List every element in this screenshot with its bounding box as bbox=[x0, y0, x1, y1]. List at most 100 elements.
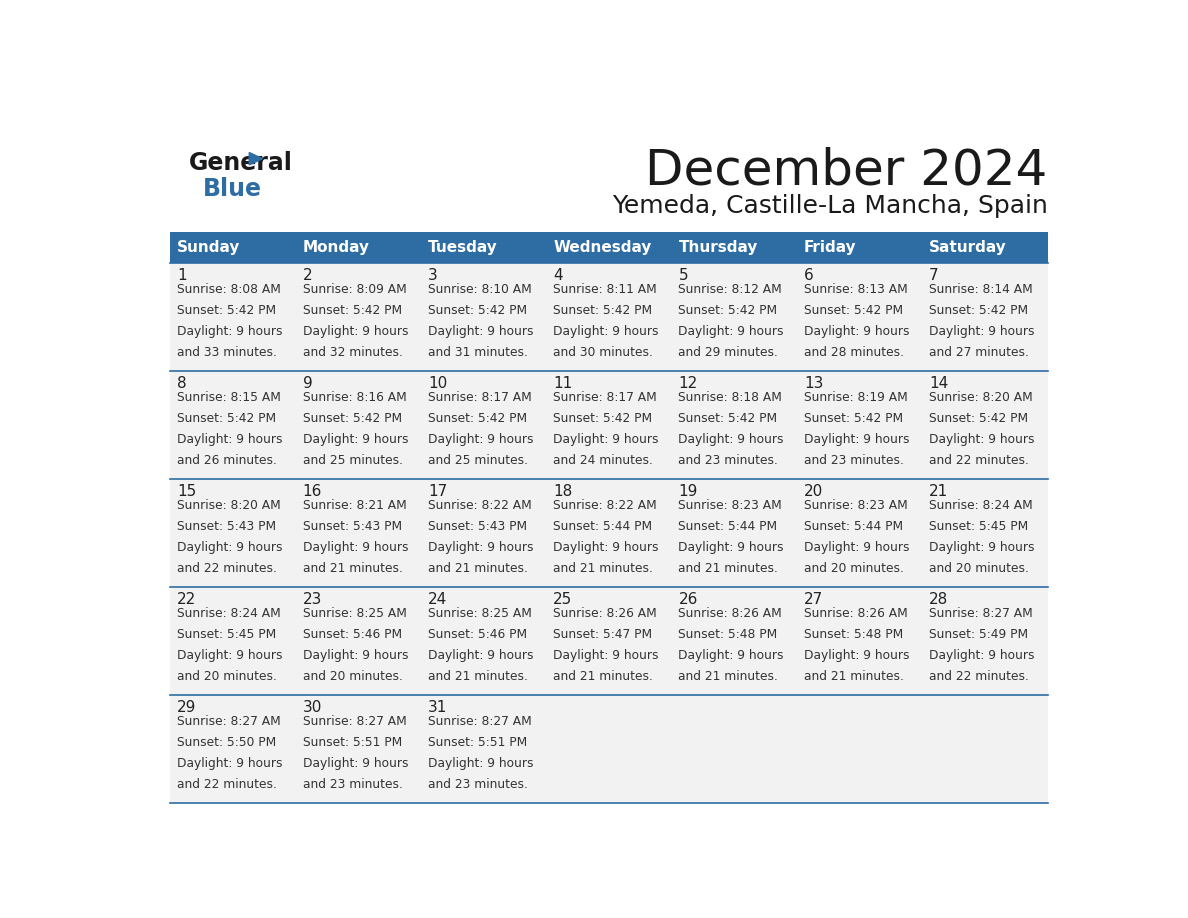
Text: 4: 4 bbox=[554, 268, 563, 283]
Bar bbox=[421, 695, 546, 803]
Text: and 27 minutes.: and 27 minutes. bbox=[929, 345, 1029, 359]
Text: Sunset: 5:48 PM: Sunset: 5:48 PM bbox=[804, 628, 903, 641]
Text: Sunrise: 8:10 AM: Sunrise: 8:10 AM bbox=[428, 283, 531, 296]
Text: Sunset: 5:42 PM: Sunset: 5:42 PM bbox=[303, 411, 402, 425]
Bar bbox=[922, 232, 1048, 263]
Text: Sunset: 5:42 PM: Sunset: 5:42 PM bbox=[554, 304, 652, 317]
Text: Daylight: 9 hours: Daylight: 9 hours bbox=[804, 541, 909, 554]
Text: and 22 minutes.: and 22 minutes. bbox=[929, 453, 1029, 466]
Text: 6: 6 bbox=[804, 268, 814, 283]
Text: and 21 minutes.: and 21 minutes. bbox=[428, 562, 527, 575]
Text: 1: 1 bbox=[177, 268, 187, 283]
Text: Daylight: 9 hours: Daylight: 9 hours bbox=[177, 325, 283, 338]
Text: Monday: Monday bbox=[303, 240, 369, 254]
Text: Sunrise: 8:17 AM: Sunrise: 8:17 AM bbox=[428, 391, 531, 404]
Text: Sunrise: 8:11 AM: Sunrise: 8:11 AM bbox=[554, 283, 657, 296]
Text: and 25 minutes.: and 25 minutes. bbox=[303, 453, 403, 466]
Text: December 2024: December 2024 bbox=[645, 146, 1048, 195]
Bar bbox=[296, 263, 421, 371]
Text: Daylight: 9 hours: Daylight: 9 hours bbox=[804, 432, 909, 446]
Text: Daylight: 9 hours: Daylight: 9 hours bbox=[678, 649, 784, 662]
Text: Sunrise: 8:13 AM: Sunrise: 8:13 AM bbox=[804, 283, 908, 296]
Text: 3: 3 bbox=[428, 268, 437, 283]
Text: and 20 minutes.: and 20 minutes. bbox=[303, 670, 403, 683]
Text: and 22 minutes.: and 22 minutes. bbox=[177, 778, 277, 791]
Text: Sunday: Sunday bbox=[177, 240, 240, 254]
Text: Sunset: 5:42 PM: Sunset: 5:42 PM bbox=[428, 411, 527, 425]
Bar bbox=[671, 695, 797, 803]
Text: Daylight: 9 hours: Daylight: 9 hours bbox=[678, 325, 784, 338]
Text: and 23 minutes.: and 23 minutes. bbox=[303, 778, 403, 791]
Text: Sunset: 5:43 PM: Sunset: 5:43 PM bbox=[428, 520, 527, 532]
Text: Wednesday: Wednesday bbox=[554, 240, 651, 254]
Text: Daylight: 9 hours: Daylight: 9 hours bbox=[303, 432, 407, 446]
Text: 26: 26 bbox=[678, 592, 697, 608]
Text: and 21 minutes.: and 21 minutes. bbox=[804, 670, 904, 683]
Text: Sunrise: 8:24 AM: Sunrise: 8:24 AM bbox=[929, 498, 1032, 512]
Text: Sunrise: 8:25 AM: Sunrise: 8:25 AM bbox=[428, 607, 532, 620]
Text: Daylight: 9 hours: Daylight: 9 hours bbox=[929, 325, 1035, 338]
Bar bbox=[296, 232, 421, 263]
Bar bbox=[922, 695, 1048, 803]
Text: Sunset: 5:45 PM: Sunset: 5:45 PM bbox=[177, 628, 277, 641]
Text: Sunset: 5:50 PM: Sunset: 5:50 PM bbox=[177, 736, 277, 749]
Text: Sunrise: 8:16 AM: Sunrise: 8:16 AM bbox=[303, 391, 406, 404]
Text: Sunset: 5:44 PM: Sunset: 5:44 PM bbox=[554, 520, 652, 532]
Text: 22: 22 bbox=[177, 592, 196, 608]
Bar bbox=[797, 371, 922, 479]
Text: and 26 minutes.: and 26 minutes. bbox=[177, 453, 277, 466]
Text: Sunrise: 8:27 AM: Sunrise: 8:27 AM bbox=[177, 715, 280, 728]
Text: Daylight: 9 hours: Daylight: 9 hours bbox=[177, 432, 283, 446]
Text: Sunset: 5:42 PM: Sunset: 5:42 PM bbox=[554, 411, 652, 425]
Text: 16: 16 bbox=[303, 484, 322, 499]
Text: and 22 minutes.: and 22 minutes. bbox=[929, 670, 1029, 683]
Bar bbox=[546, 263, 671, 371]
Text: Daylight: 9 hours: Daylight: 9 hours bbox=[177, 541, 283, 554]
Text: 7: 7 bbox=[929, 268, 939, 283]
Text: 12: 12 bbox=[678, 376, 697, 391]
Text: Daylight: 9 hours: Daylight: 9 hours bbox=[303, 325, 407, 338]
Text: Daylight: 9 hours: Daylight: 9 hours bbox=[678, 432, 784, 446]
Text: Sunrise: 8:24 AM: Sunrise: 8:24 AM bbox=[177, 607, 280, 620]
Polygon shape bbox=[249, 152, 263, 165]
Text: Sunset: 5:42 PM: Sunset: 5:42 PM bbox=[929, 304, 1029, 317]
Bar bbox=[546, 587, 671, 695]
Text: Daylight: 9 hours: Daylight: 9 hours bbox=[554, 325, 658, 338]
Bar bbox=[170, 479, 296, 587]
Bar bbox=[546, 232, 671, 263]
Text: 5: 5 bbox=[678, 268, 688, 283]
Text: and 32 minutes.: and 32 minutes. bbox=[303, 345, 403, 359]
Text: 15: 15 bbox=[177, 484, 196, 499]
Bar bbox=[922, 479, 1048, 587]
Text: Sunset: 5:42 PM: Sunset: 5:42 PM bbox=[929, 411, 1029, 425]
Text: Yemeda, Castille-La Mancha, Spain: Yemeda, Castille-La Mancha, Spain bbox=[612, 195, 1048, 218]
Text: Daylight: 9 hours: Daylight: 9 hours bbox=[929, 432, 1035, 446]
Text: Daylight: 9 hours: Daylight: 9 hours bbox=[177, 757, 283, 770]
Text: Sunrise: 8:22 AM: Sunrise: 8:22 AM bbox=[428, 498, 531, 512]
Bar bbox=[296, 695, 421, 803]
Bar bbox=[546, 479, 671, 587]
Bar bbox=[797, 695, 922, 803]
Text: Sunrise: 8:12 AM: Sunrise: 8:12 AM bbox=[678, 283, 782, 296]
Text: Daylight: 9 hours: Daylight: 9 hours bbox=[303, 541, 407, 554]
Text: 27: 27 bbox=[804, 592, 823, 608]
Text: and 20 minutes.: and 20 minutes. bbox=[804, 562, 904, 575]
Text: 9: 9 bbox=[303, 376, 312, 391]
Text: 29: 29 bbox=[177, 700, 196, 715]
Text: Thursday: Thursday bbox=[678, 240, 758, 254]
Bar bbox=[797, 587, 922, 695]
Text: Sunset: 5:42 PM: Sunset: 5:42 PM bbox=[177, 304, 277, 317]
Bar bbox=[170, 371, 296, 479]
Text: 28: 28 bbox=[929, 592, 948, 608]
Text: Sunset: 5:42 PM: Sunset: 5:42 PM bbox=[678, 304, 778, 317]
Text: 23: 23 bbox=[303, 592, 322, 608]
Text: Daylight: 9 hours: Daylight: 9 hours bbox=[678, 541, 784, 554]
Text: Sunrise: 8:26 AM: Sunrise: 8:26 AM bbox=[678, 607, 782, 620]
Text: Sunset: 5:42 PM: Sunset: 5:42 PM bbox=[428, 304, 527, 317]
Text: Sunrise: 8:27 AM: Sunrise: 8:27 AM bbox=[929, 607, 1032, 620]
Text: Daylight: 9 hours: Daylight: 9 hours bbox=[804, 325, 909, 338]
Text: Sunrise: 8:15 AM: Sunrise: 8:15 AM bbox=[177, 391, 282, 404]
Text: Sunrise: 8:23 AM: Sunrise: 8:23 AM bbox=[678, 498, 782, 512]
Text: and 25 minutes.: and 25 minutes. bbox=[428, 453, 527, 466]
Text: Daylight: 9 hours: Daylight: 9 hours bbox=[929, 649, 1035, 662]
